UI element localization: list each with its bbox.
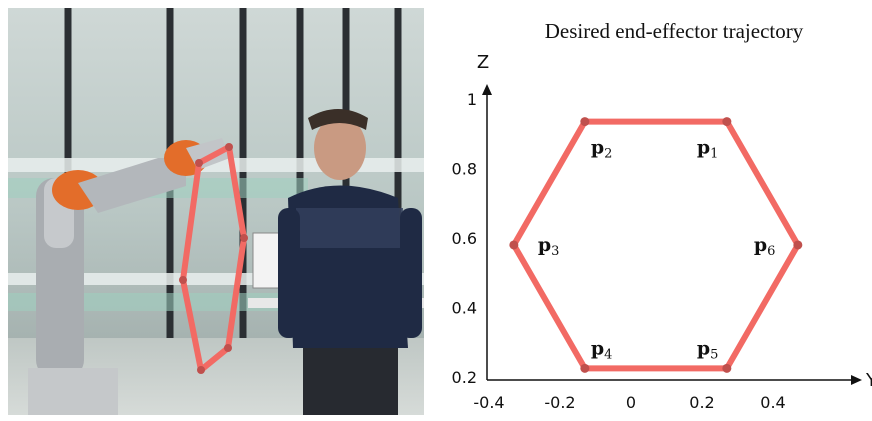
z-axis-label: Z: [477, 52, 489, 73]
trajectory-chart: Desired end-effector trajectory Z Y -0.4…: [452, 19, 872, 412]
trajectory: [509, 117, 803, 373]
trajectory-point: [509, 240, 519, 250]
x-tick-label: 0.2: [689, 393, 714, 412]
trajectory-point: [793, 240, 803, 250]
x-tick-label: 0: [626, 393, 636, 412]
point-label-p3: p3: [538, 234, 560, 259]
z-tick-label: 1: [467, 90, 477, 109]
z-tick-label: 0.8: [452, 160, 477, 179]
z-tick-label: 0.6: [452, 229, 477, 248]
robot-scene-illustration: [8, 8, 424, 415]
person: [278, 109, 422, 415]
y-axis-arrow: [851, 375, 862, 385]
x-tick-label: 0.4: [760, 393, 785, 412]
x-tick-label: -0.4: [473, 393, 504, 412]
z-tick-label: 0.2: [452, 368, 477, 387]
trajectory-point: [722, 363, 732, 373]
z-ticks: 0.2 0.4 0.6 0.8 1: [452, 90, 477, 387]
x-tick-label: -0.2: [544, 393, 575, 412]
axes: [486, 92, 853, 381]
z-tick-label: 0.4: [452, 299, 477, 318]
y-axis-label: Y: [865, 370, 872, 391]
point-label-p4: p4: [591, 337, 613, 362]
point-label-p2: p2: [591, 137, 613, 162]
trajectory-point: [580, 117, 590, 127]
trajectory-point: [580, 363, 590, 373]
photo-trajectory: [179, 143, 248, 374]
point-label-p5: p5: [697, 337, 719, 362]
trajectory-point: [722, 117, 732, 127]
x-ticks: -0.4 -0.2 0 0.2 0.4: [473, 393, 785, 412]
point-label-p6: p6: [754, 234, 776, 259]
z-axis-arrow: [482, 84, 492, 95]
robot-photo: [8, 8, 424, 415]
point-labels: p1 p2 p3 p4 p5 p6: [538, 137, 776, 363]
point-label-p1: p1: [697, 137, 719, 162]
chart-title: Desired end-effector trajectory: [545, 19, 804, 43]
robot-arm: [28, 138, 230, 415]
